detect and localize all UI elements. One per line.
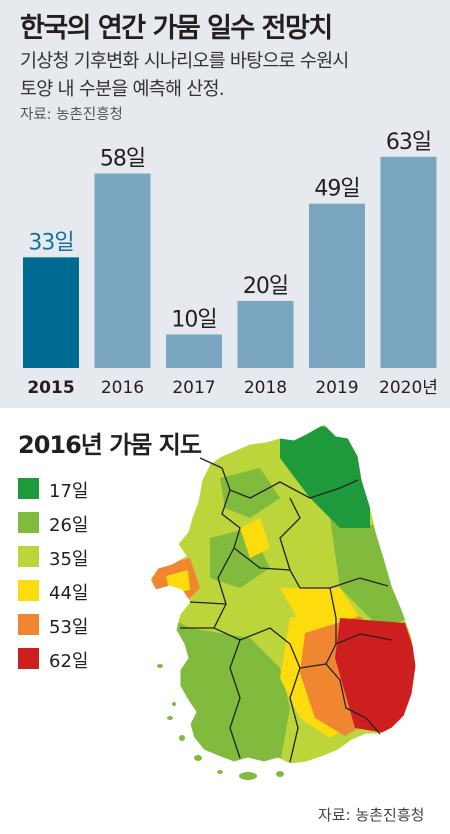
legend-label: 53일 (49, 617, 89, 638)
map-source: 자료: 농촌진흥청 (318, 806, 425, 824)
value-label-2020년: 63일 (386, 130, 431, 155)
legend-label: 35일 (49, 549, 89, 570)
legend-item: 53일 (18, 614, 148, 640)
category-label-2019: 2019 (315, 378, 358, 398)
bar-2018 (237, 300, 294, 368)
value-label-2016: 58일 (100, 147, 145, 172)
bar-2017 (166, 334, 222, 368)
bar-chart: 33일 2015 58일 2016 10일 2017 20일 2018 49일 2019 63일 20… (23, 130, 438, 398)
bar-chart-source: 자료: 농촌진흥청 (20, 107, 123, 123)
legend-label: 62일 (49, 651, 89, 672)
korea-drought-map (149, 423, 417, 780)
subtitle-line-2: 토양 내 수분을 예측해 산정. (20, 79, 225, 100)
legend-label: 44일 (49, 583, 89, 604)
value-label-2019: 49일 (314, 177, 359, 202)
legend-swatch (18, 478, 39, 499)
map-title: 2016년 가뭄 지도 (18, 431, 202, 459)
bar-2020년 (380, 156, 437, 368)
category-label-2020년: 2020년 (379, 378, 438, 398)
page-title: 한국의 연간 가뭄 일수 전망치 (20, 13, 333, 44)
legend-item: 35일 (18, 546, 148, 572)
legend-item: 44일 (18, 580, 148, 606)
category-label-2017: 2017 (172, 378, 215, 398)
bar-2016 (94, 173, 151, 368)
legend-swatch (18, 512, 39, 533)
legend-item: 62일 (18, 648, 148, 674)
legend-item: 17일 (18, 478, 148, 504)
category-label-2016: 2016 (101, 378, 144, 398)
category-label-2018: 2018 (244, 378, 287, 398)
bar-2015 (23, 257, 79, 368)
legend-label: 17일 (49, 481, 89, 502)
legend-swatch (18, 546, 39, 567)
bar-2019 (309, 203, 365, 368)
value-label-2017: 10일 (171, 307, 216, 332)
value-label-2015: 33일 (28, 230, 73, 255)
legend-item: 26일 (18, 512, 148, 538)
legend-label: 26일 (49, 515, 89, 536)
legend-swatch (18, 580, 39, 601)
category-label-2015: 2015 (27, 378, 74, 398)
legend-swatch (18, 614, 39, 635)
value-label-2018: 20일 (243, 274, 288, 299)
subtitle-line-1: 기상청 기후변화 시나리오를 바탕으로 수원시 (20, 51, 349, 72)
legend-swatch (18, 648, 39, 669)
bar-chart-panel: 한국의 연간 가뭄 일수 전망치 기상청 기후변화 시나리오를 바탕으로 수원시… (0, 0, 450, 408)
